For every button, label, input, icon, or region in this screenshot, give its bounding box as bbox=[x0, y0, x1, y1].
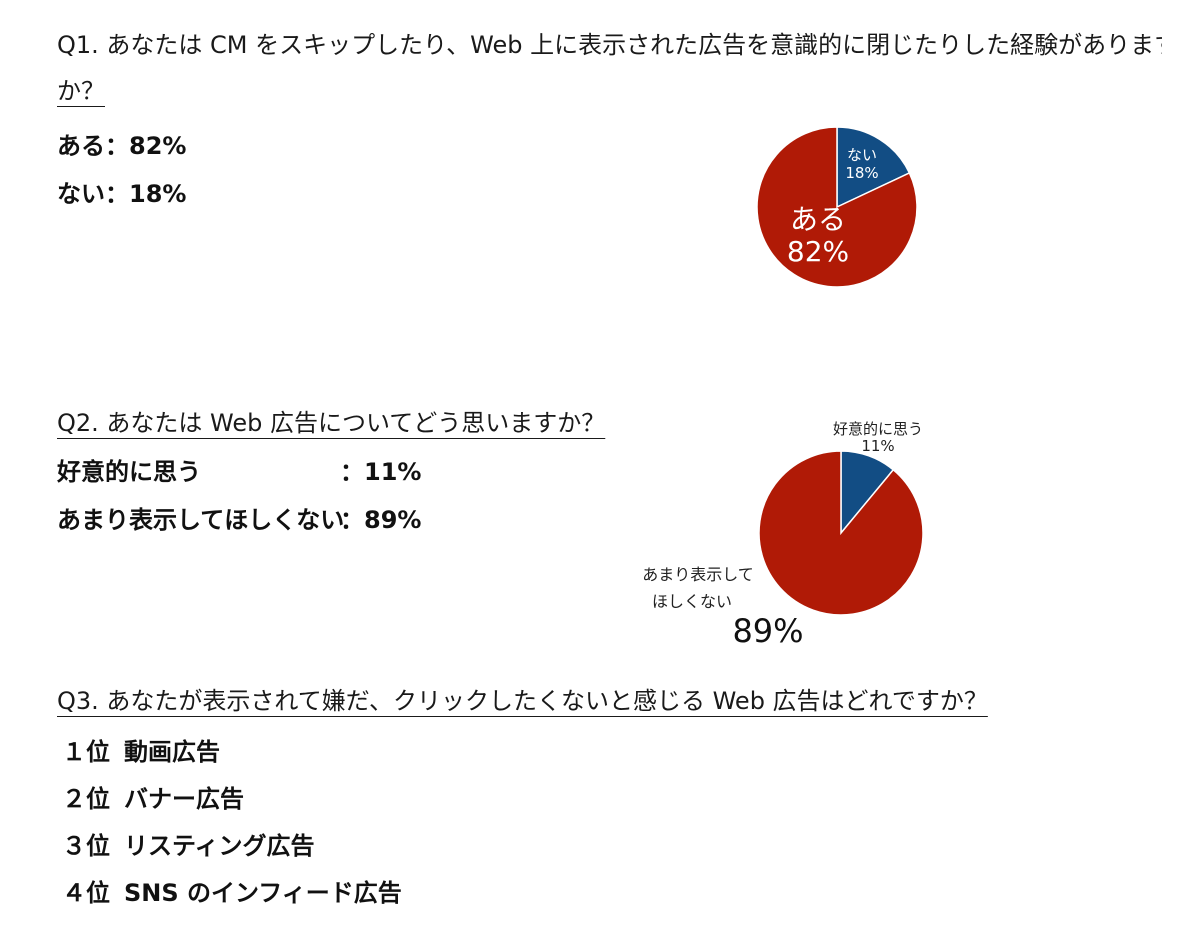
q3-title: Q3. あなたが表示されて嫌だ、クリックしたくないと感じる Web 広告はどれで… bbox=[57, 687, 988, 715]
rank-item: SNS のインフィード広告 bbox=[124, 879, 402, 907]
answer-value: 89% bbox=[364, 506, 422, 534]
answer-value: 11% bbox=[364, 458, 422, 486]
answer-separator: ： bbox=[105, 180, 129, 208]
answer-label: ある bbox=[57, 132, 105, 160]
slice-value-unwanted: 89% bbox=[732, 612, 803, 650]
q1-title-line1: Q1. あなたは CM をスキップしたり、Web 上に表示された広告を意識的に閉… bbox=[57, 31, 1162, 59]
slice-value-favorable: 11% bbox=[861, 437, 894, 455]
q2-answer-favorable-value: ：11% bbox=[340, 452, 421, 487]
q2-title: Q2. あなたは Web 広告についてどう思いますか？ bbox=[57, 409, 606, 437]
q1-answer-aru: ある：82% bbox=[57, 126, 186, 161]
answer-value: 82% bbox=[129, 132, 187, 160]
slice-label-favorable: 好意的に思う bbox=[833, 420, 923, 438]
answer-label: ない bbox=[57, 180, 105, 208]
rank-item: 動画広告 bbox=[124, 738, 220, 766]
q3-rank-2: ２位 バナー広告 bbox=[62, 779, 244, 814]
answer-separator: ： bbox=[340, 458, 364, 486]
q3-rank-4: ４位 SNS のインフィード広告 bbox=[62, 873, 402, 908]
q2-answer-unwanted-value: ：89% bbox=[340, 500, 421, 535]
q2-answer-unwanted: あまり表示してほしくない bbox=[57, 500, 344, 535]
rank-number: ２位 bbox=[62, 785, 110, 813]
slice-value-aru: 82% bbox=[787, 235, 849, 268]
rank-number: ３位 bbox=[62, 832, 110, 860]
rank-number: ４位 bbox=[62, 879, 110, 907]
answer-label: あまり表示してほしくない bbox=[57, 506, 345, 534]
rank-number: １位 bbox=[62, 738, 110, 766]
q1-title: Q1. あなたは CM をスキップしたり、Web 上に表示された広告を意識的に閉… bbox=[57, 30, 1162, 60]
rank-item: リスティング広告 bbox=[124, 832, 315, 860]
slice-label-aru: ある bbox=[790, 203, 846, 236]
q1-answer-nai: ない：18% bbox=[57, 174, 186, 209]
q3-rank-1: １位 動画広告 bbox=[62, 732, 220, 767]
pie-slice-unwanted bbox=[758, 450, 924, 616]
slice-label-unwanted-line2: ほしくない bbox=[652, 592, 732, 611]
q1-title-continuation: か？ bbox=[57, 77, 105, 105]
answer-label: 好意的に思う bbox=[57, 458, 201, 486]
q3-rank-3: ３位 リスティング広告 bbox=[62, 826, 315, 861]
slice-value-nai: 18% bbox=[845, 164, 878, 182]
rank-item: バナー広告 bbox=[124, 785, 244, 813]
pie-slice-aru bbox=[756, 126, 918, 288]
answer-value: 18% bbox=[129, 180, 187, 208]
answer-separator: ： bbox=[105, 132, 129, 160]
answer-separator: ： bbox=[340, 506, 364, 534]
slice-label-unwanted-line1: あまり表示して bbox=[642, 565, 754, 584]
slice-label-nai: ない bbox=[847, 146, 877, 164]
q2-answer-favorable: 好意的に思う bbox=[57, 452, 201, 487]
pie-slice-nai bbox=[836, 126, 911, 209]
